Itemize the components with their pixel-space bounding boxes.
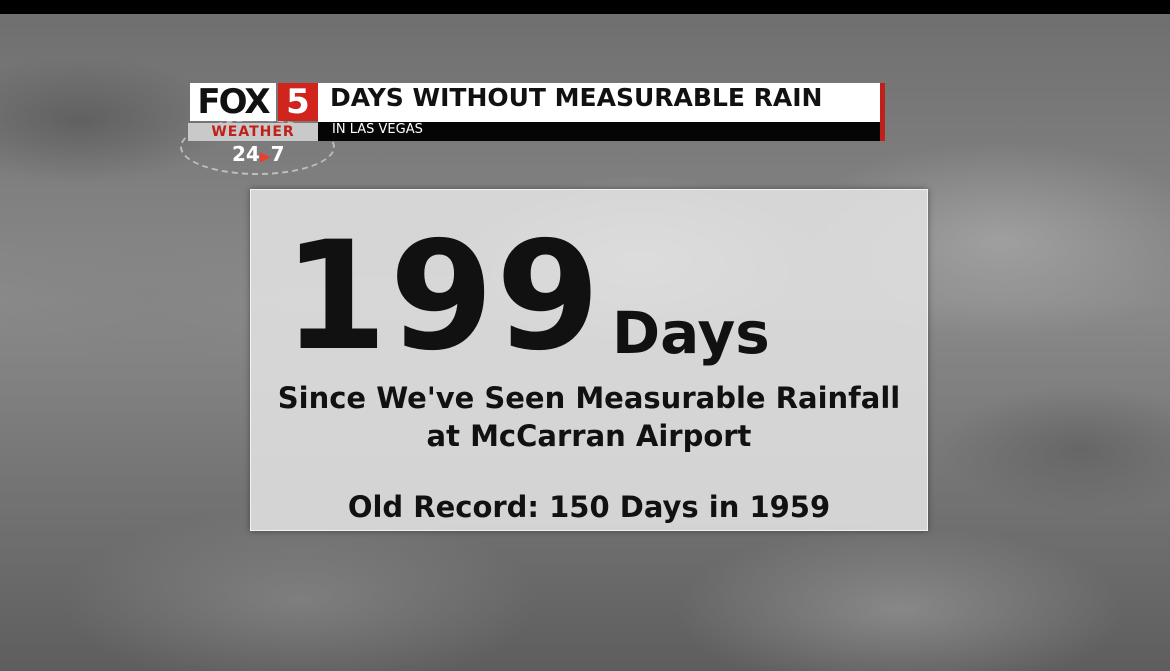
- logo-days: 7: [270, 142, 285, 166]
- description-line: at McCarran Airport: [426, 419, 752, 453]
- header-accent: [880, 83, 885, 141]
- description-line: Since We've Seen Measurable Rainfall: [277, 381, 901, 415]
- header-title: DAYS WITHOUT MEASURABLE RAIN: [330, 83, 823, 112]
- header-bar: [318, 83, 880, 122]
- old-record: Old Record: 150 Days in 1959: [347, 490, 831, 524]
- day-unit: Days: [612, 299, 770, 367]
- station-logo: FOX 5 WEATHER 24▶7: [180, 83, 335, 179]
- logo-hours: 24: [232, 142, 260, 166]
- logo-brand: FOX: [190, 83, 276, 121]
- logo-arrow: ▶: [259, 149, 271, 165]
- header-subbar: [318, 122, 880, 141]
- letterbox-bar: [0, 0, 1170, 14]
- logo-channel: 5: [278, 83, 318, 121]
- logo-service: WEATHER: [188, 123, 318, 141]
- header-subtitle: IN LAS VEGAS: [332, 122, 423, 137]
- logo-schedule: 24▶7: [232, 143, 322, 165]
- day-count: 199: [283, 210, 603, 384]
- info-card: [250, 189, 928, 531]
